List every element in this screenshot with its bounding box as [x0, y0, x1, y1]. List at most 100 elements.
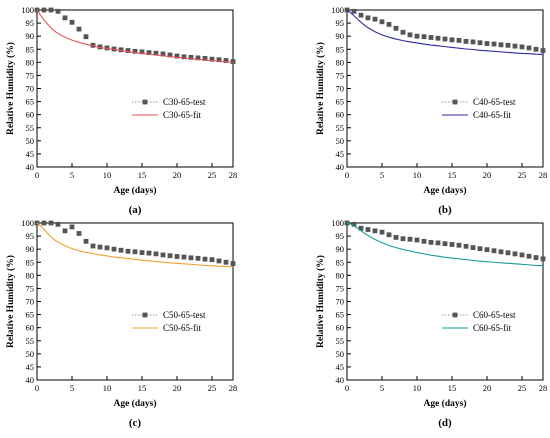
data-point-test	[463, 243, 469, 249]
legend-swatch-marker	[142, 312, 148, 318]
x-tick-label: 25	[208, 383, 217, 393]
y-tick-label: 80	[26, 270, 35, 280]
legend-entry: C30-65-test	[132, 97, 206, 107]
y-tick-label: 50	[336, 136, 345, 146]
y-tick-label: 90	[26, 244, 35, 254]
y-tick-label: 40	[26, 162, 35, 172]
y-tick-label: 70	[336, 84, 345, 94]
x-tick-label: 10	[103, 383, 112, 393]
legend-label: C30-65-fit	[163, 110, 201, 120]
data-point-test	[407, 236, 413, 242]
data-point-test	[491, 41, 497, 47]
data-point-test	[477, 246, 483, 252]
y-tick-label: 90	[336, 244, 345, 254]
x-tick-label: 0	[345, 170, 349, 180]
x-tick-label: 10	[103, 170, 112, 180]
y-tick-label: 55	[26, 123, 35, 133]
legend-label: C40-65-test	[473, 97, 516, 107]
data-point-test	[435, 240, 441, 246]
y-tick-label: 90	[336, 31, 345, 41]
legend-entry: C30-65-fit	[132, 110, 201, 120]
data-point-test	[400, 236, 406, 242]
legend-label: C50-65-test	[163, 310, 206, 320]
data-point-test	[118, 47, 124, 53]
y-tick-label: 65	[26, 310, 35, 320]
x-tick-label: 28	[539, 383, 548, 393]
data-point-test	[379, 19, 385, 25]
data-point-test	[139, 250, 145, 255]
data-point-test	[216, 57, 222, 63]
data-point-test	[533, 255, 539, 260]
y-tick-label: 45	[26, 149, 35, 159]
x-tick-label: 25	[208, 170, 217, 180]
legend-entry: C40-65-fit	[442, 110, 511, 120]
data-point-test	[512, 43, 518, 49]
data-point-test	[104, 245, 110, 251]
y-tick-label: 50	[336, 349, 345, 359]
y-tick-label: 95	[336, 18, 345, 28]
chart-panel-4: 40 45 50 55 60 65 70 75 80 85 90 95 100 0 5 10 15 20 25 28 A…	[315, 218, 547, 429]
x-tick-label: 25	[518, 170, 527, 180]
y-tick-label: 70	[336, 297, 345, 307]
data-point-test	[223, 259, 229, 265]
data-point-test	[505, 250, 511, 256]
data-point-test	[195, 255, 201, 261]
data-point-test	[407, 32, 413, 38]
y-tick-label: 80	[336, 57, 345, 67]
legend-entry: C60-65-test	[442, 310, 516, 320]
legend-swatch-marker	[142, 99, 148, 105]
series-line-fit	[36, 9, 234, 63]
data-point-test	[97, 244, 103, 250]
data-point-test	[153, 50, 159, 56]
data-point-test	[76, 26, 82, 32]
y-tick-label: 70	[26, 297, 35, 307]
data-point-test	[526, 45, 532, 51]
data-point-test	[358, 12, 364, 18]
data-point-test	[456, 37, 462, 43]
data-point-test	[463, 39, 469, 44]
series-line-fit	[36, 222, 234, 268]
x-tick-label: 20	[483, 383, 492, 393]
data-point-test	[386, 21, 392, 27]
data-point-test	[202, 56, 208, 61]
data-point-test	[386, 232, 392, 238]
data-point-test	[421, 34, 427, 40]
data-point-test	[181, 54, 187, 60]
data-point-test	[55, 8, 61, 14]
data-point-test	[414, 33, 420, 39]
data-point-test	[540, 256, 546, 262]
data-point-test	[62, 15, 68, 21]
y-tick-label: 45	[26, 362, 35, 372]
chart-panel-3: 40 45 50 55 60 65 70 75 80 85 90 95 100 0 5 10 15 20 25 28 A…	[5, 218, 237, 429]
y-axis-title: Relative Humidity (%)	[315, 42, 326, 135]
chart-panel-2: 40 45 50 55 60 65 70 75 80 85 90 95 100 0 5 10 15 20 25 28 A…	[315, 5, 547, 216]
y-tick-label: 85	[336, 257, 345, 267]
data-point-test	[230, 261, 236, 266]
data-point-test	[414, 237, 420, 243]
data-point-test	[428, 35, 434, 40]
series-line-fit	[346, 222, 544, 267]
data-point-test	[146, 250, 152, 256]
data-point-test	[202, 256, 208, 262]
y-tick-label: 55	[26, 336, 35, 346]
data-point-test	[351, 8, 357, 14]
data-point-test	[428, 239, 434, 245]
x-tick-label: 15	[448, 383, 457, 393]
legend-label: C40-65-fit	[473, 110, 511, 120]
y-tick-label: 85	[336, 44, 345, 54]
x-tick-label: 10	[413, 383, 422, 393]
x-tick-label: 20	[173, 383, 182, 393]
data-point-test	[223, 58, 229, 63]
x-axis-title: Age (days)	[423, 185, 466, 196]
legend-label: C60-65-test	[473, 310, 516, 320]
data-point-test	[181, 254, 187, 260]
data-point-test	[41, 7, 47, 13]
y-tick-label: 100	[331, 5, 344, 15]
y-tick-label: 80	[336, 270, 345, 280]
legend-entry: C60-65-fit	[442, 323, 511, 333]
y-tick-label: 95	[26, 18, 35, 28]
x-tick-label: 0	[345, 383, 349, 393]
data-point-test	[484, 41, 490, 46]
